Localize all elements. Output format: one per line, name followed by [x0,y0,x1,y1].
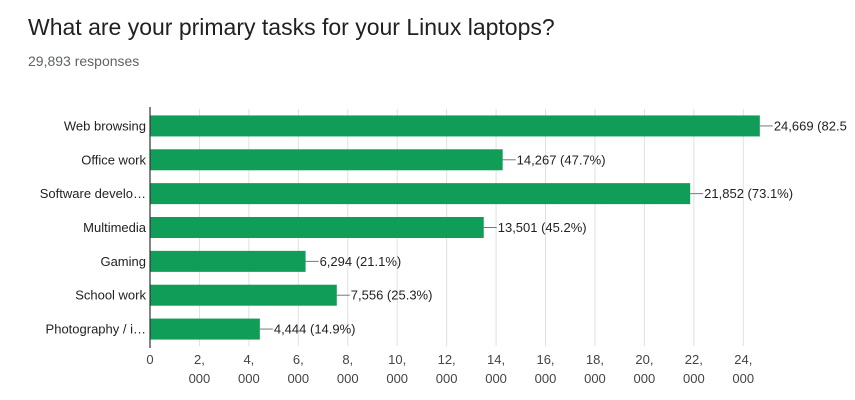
x-tick-label: 20, [635,352,653,367]
x-tick-label: 4, [243,352,254,367]
bar [150,217,484,238]
chart-title: What are your primary tasks for your Lin… [28,14,555,40]
x-tick-label: 16, [536,352,554,367]
x-tick-label: 22, [685,352,703,367]
category-label: Web browsing [64,118,146,133]
category-label: Gaming [100,254,146,269]
response-count: 29,893 responses [28,53,140,69]
x-tick-label: 000 [386,371,408,386]
value-label: 21,852 (73.1%) [704,186,793,201]
bar [150,149,503,171]
x-tick-label: 000 [485,371,507,386]
x-tick-label: 000 [634,371,656,386]
value-label: 24,669 (82.5 [774,118,847,133]
x-tick-label: 000 [732,371,754,386]
x-tick-label: 10, [388,352,406,367]
x-tick-label: 8, [342,352,353,367]
x-tick-label: 000 [436,371,458,386]
x-tick-label: 000 [189,371,211,386]
category-label: Office work [81,152,146,167]
bar [150,183,691,205]
category-label: Software develo… [40,186,146,201]
value-label: 13,501 (45.2%) [498,220,587,235]
x-tick-label: 000 [584,371,606,386]
x-tick-label: 000 [287,371,309,386]
x-tick-label: 000 [337,371,359,386]
bar [150,115,760,137]
x-tick-label: 2, [194,352,205,367]
value-label: 4,444 (14.9%) [274,322,356,337]
x-tick-label: 18, [586,352,604,367]
category-label: Multimedia [83,220,147,235]
x-tick-label: 14, [487,352,505,367]
labels: Web browsing 24,669 (82.5 Office work 14,26… [40,118,847,336]
value-label: 6,294 (21.1%) [320,254,402,269]
bar [150,284,337,306]
category-label: Photography / i… [46,322,146,337]
x-tick-label: 000 [238,371,260,386]
bar [150,250,306,272]
x-axis-ticks: 0 2, 000 4, 000 6, 000 8, 000 10, 000 12, 000 14, 000 1… [146,352,754,386]
bars [150,115,760,340]
x-tick-label: 6, [293,352,304,367]
bar [150,318,260,340]
x-tick-label: 000 [535,371,557,386]
category-label: School work [75,288,146,303]
x-tick-label: 24, [734,352,752,367]
x-tick-label: 000 [683,371,705,386]
x-tick-label: 12, [438,352,456,367]
x-tick-label: 0 [146,352,153,367]
value-label: 14,267 (47.7%) [517,152,606,167]
value-label: 7,556 (25.3%) [351,288,433,303]
